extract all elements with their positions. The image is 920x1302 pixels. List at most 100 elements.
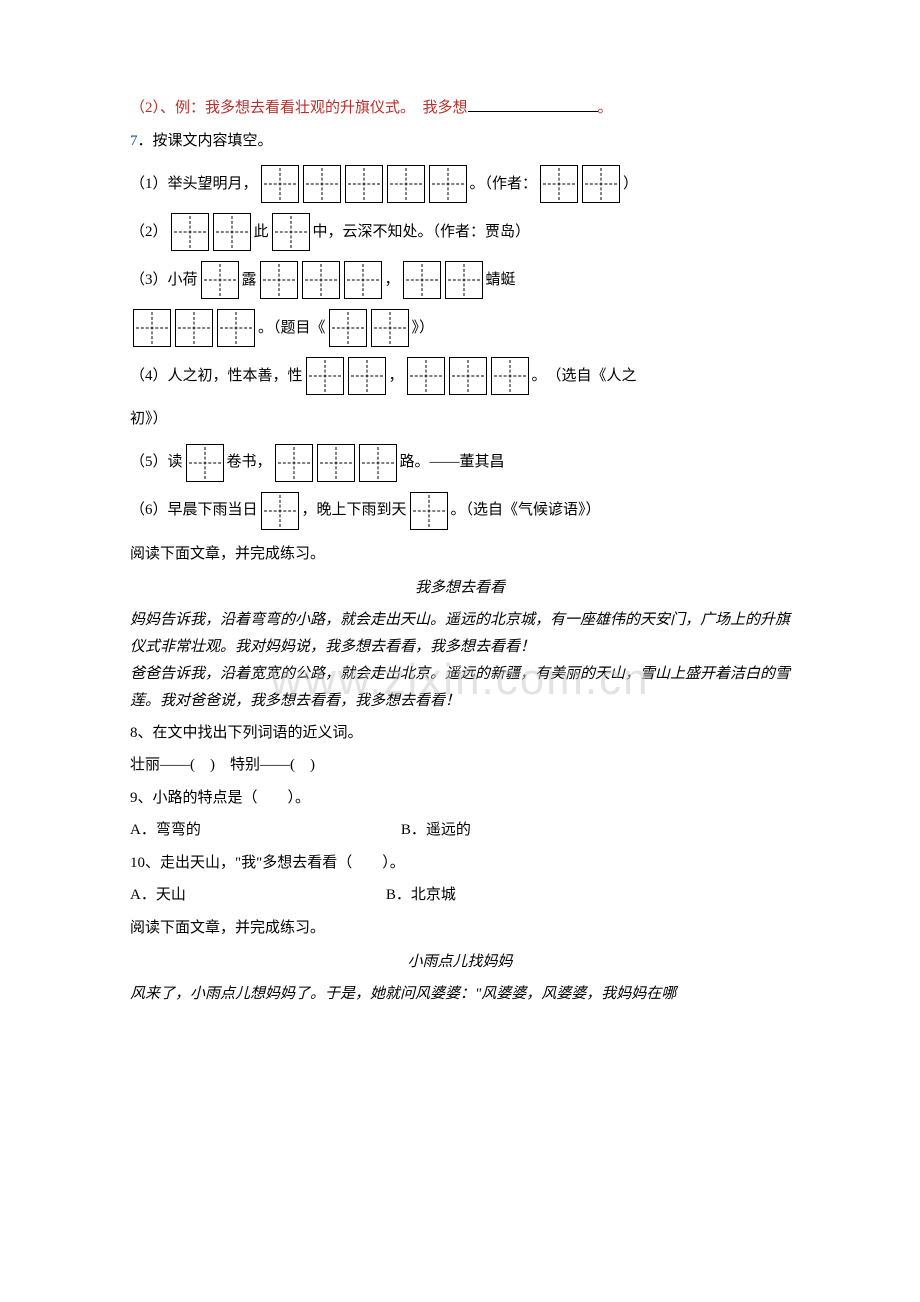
tianzi-box[interactable] <box>345 165 383 203</box>
option-10-a[interactable]: A．天山 <box>130 881 186 910</box>
tianzi-box[interactable] <box>306 357 344 395</box>
text-segment: 露 <box>242 266 257 295</box>
text-segment: （1）举头望明月， <box>130 170 258 199</box>
question-7-row: （3）小荷 露 ， 蜻蜓 <box>130 261 790 299</box>
tianzi-box-group <box>186 444 224 482</box>
question-7: 7．按课文内容填空。 <box>130 127 790 156</box>
tianzi-box[interactable] <box>359 444 397 482</box>
tianzi-box[interactable] <box>582 165 620 203</box>
tianzi-box[interactable] <box>429 165 467 203</box>
tianzi-box[interactable] <box>403 261 441 299</box>
text-segment: 中，云深不知处。（作者：贾岛） <box>313 218 531 247</box>
text-segment: 》） <box>412 314 435 343</box>
tianzi-box-group <box>403 261 483 299</box>
tianzi-box[interactable] <box>133 309 171 347</box>
text-segment: 路。——董其昌 <box>400 448 505 477</box>
text-segment: 。 （选自《人之 <box>532 362 637 391</box>
text-segment: （2） <box>130 218 168 247</box>
question-9-options: A．弯弯的 B．遥远的 <box>130 816 790 845</box>
tianzi-box[interactable] <box>213 213 251 251</box>
tianzi-box[interactable] <box>201 261 239 299</box>
tianzi-box[interactable] <box>275 444 313 482</box>
question-8: 8、在文中找出下列词语的近义词。 <box>130 719 790 748</box>
text-segment: 初》） <box>130 405 168 434</box>
tianzi-box[interactable] <box>171 213 209 251</box>
tianzi-box[interactable] <box>261 165 299 203</box>
question-number-7: 7 <box>130 133 138 149</box>
text-segment: ，晚上下雨到天 <box>302 496 407 525</box>
passage-line: 妈妈告诉我，沿着弯弯的小路，就会走出天山。遥远的北京城，有一座雄伟的天安门，广场… <box>130 607 790 661</box>
passage-line: 爸爸告诉我，沿着宽宽的公路，就会走出北京。遥远的新疆，有美丽的天山，雪山上盛开着… <box>130 661 790 715</box>
text-segment: （4）人之初，性本善，性 <box>130 362 303 391</box>
text-segment: 。（作者： <box>470 170 538 199</box>
option-10-b[interactable]: B．北京城 <box>386 881 456 910</box>
reading-instruction-2: 阅读下面文章，并完成练习。 <box>130 914 790 943</box>
question-7-title: ．按课文内容填空。 <box>138 133 273 149</box>
text-segment: ， <box>385 266 400 295</box>
fill-blank[interactable] <box>468 97 598 112</box>
example-sentence: （2）、例：我多想去看看壮观的升旗仪式。 我多想 。 <box>130 94 790 123</box>
tianzi-box-group <box>410 492 448 530</box>
option-9-a[interactable]: A．弯弯的 <box>130 816 201 845</box>
tianzi-box[interactable] <box>410 492 448 530</box>
tianzi-box[interactable] <box>186 444 224 482</box>
text-segment: ） <box>623 170 638 199</box>
question-7-row: （4）人之初，性本善，性 ， 。 （选自《人之 <box>130 357 790 395</box>
tianzi-box-group <box>171 213 251 251</box>
tianzi-box-group <box>133 309 255 347</box>
passage-2-body: 风来了，小雨点儿想妈妈了。于是，她就问风婆婆："风婆婆，风婆婆，我妈妈在哪 <box>130 981 790 1008</box>
tianzi-box-group <box>306 357 386 395</box>
question-8-blanks: 壮丽——( ) 特别——( ) <box>130 751 790 780</box>
text-segment: 此 <box>254 218 269 247</box>
tianzi-box[interactable] <box>261 492 299 530</box>
tianzi-box-group <box>275 444 397 482</box>
tianzi-box[interactable] <box>317 444 355 482</box>
document-page: www.zixin.com.cn （2）、例：我多想去看看壮观的升旗仪式。 我多… <box>0 0 920 1302</box>
tianzi-box-group <box>261 492 299 530</box>
tianzi-box[interactable] <box>329 309 367 347</box>
tianzi-box[interactable] <box>491 357 529 395</box>
tianzi-box-group <box>272 213 310 251</box>
question-9: 9、小路的特点是（ ）。 <box>130 784 790 813</box>
tianzi-box-group <box>201 261 239 299</box>
tianzi-box[interactable] <box>449 357 487 395</box>
option-9-b[interactable]: B．遥远的 <box>401 816 471 845</box>
question-7-items: （1）举头望明月， 。（作者： ） （2） 此 中，云深不知处。（作者：贾岛） （3）小荷 露… <box>130 165 790 530</box>
question-7-row: （6）早晨下雨当日 ，晚上下雨到天 。（选自《气候谚语》） <box>130 492 790 530</box>
tianzi-box[interactable] <box>303 165 341 203</box>
tianzi-box[interactable] <box>407 357 445 395</box>
tianzi-box[interactable] <box>175 309 213 347</box>
tianzi-box[interactable] <box>344 261 382 299</box>
tianzi-box[interactable] <box>217 309 255 347</box>
tianzi-box[interactable] <box>260 261 298 299</box>
tianzi-box[interactable] <box>371 309 409 347</box>
tianzi-box[interactable] <box>302 261 340 299</box>
passage-1-title: 我多想去看看 <box>130 574 790 603</box>
tianzi-box-group <box>329 309 409 347</box>
tianzi-box[interactable] <box>348 357 386 395</box>
text-segment: 蜻蜓 <box>486 266 516 295</box>
tianzi-box[interactable] <box>540 165 578 203</box>
tianzi-box-group <box>540 165 620 203</box>
tianzi-box[interactable] <box>387 165 425 203</box>
example-prefix: （2）、例：我多想去看看壮观的升旗仪式。 我多想 <box>130 100 468 116</box>
text-segment: 。（选自《气候谚语》） <box>451 496 601 525</box>
example-suffix: 。 <box>598 100 613 116</box>
text-segment: ， <box>389 362 404 391</box>
tianzi-box[interactable] <box>272 213 310 251</box>
question-7-row: （5）读 卷书， 路。——董其昌 <box>130 444 790 482</box>
passage-2-title: 小雨点儿找妈妈 <box>130 948 790 977</box>
text-segment: 卷书， <box>227 448 272 477</box>
text-segment: （3）小荷 <box>130 266 198 295</box>
question-10: 10、走出天山，"我"多想去看看（ ）。 <box>130 849 790 878</box>
tianzi-box-group <box>261 165 467 203</box>
question-7-row: 。（题目《》） <box>130 309 790 347</box>
reading-instruction-1: 阅读下面文章，并完成练习。 <box>130 540 790 569</box>
tianzi-box-group <box>407 357 529 395</box>
text-segment: （6）早晨下雨当日 <box>130 496 258 525</box>
passage-1-body: 妈妈告诉我，沿着弯弯的小路，就会走出天山。遥远的北京城，有一座雄伟的天安门，广场… <box>130 607 790 715</box>
tianzi-box[interactable] <box>445 261 483 299</box>
text-segment: （5）读 <box>130 448 183 477</box>
question-7-row: 初》） <box>130 405 790 434</box>
question-7-row: （1）举头望明月， 。（作者： ） <box>130 165 790 203</box>
